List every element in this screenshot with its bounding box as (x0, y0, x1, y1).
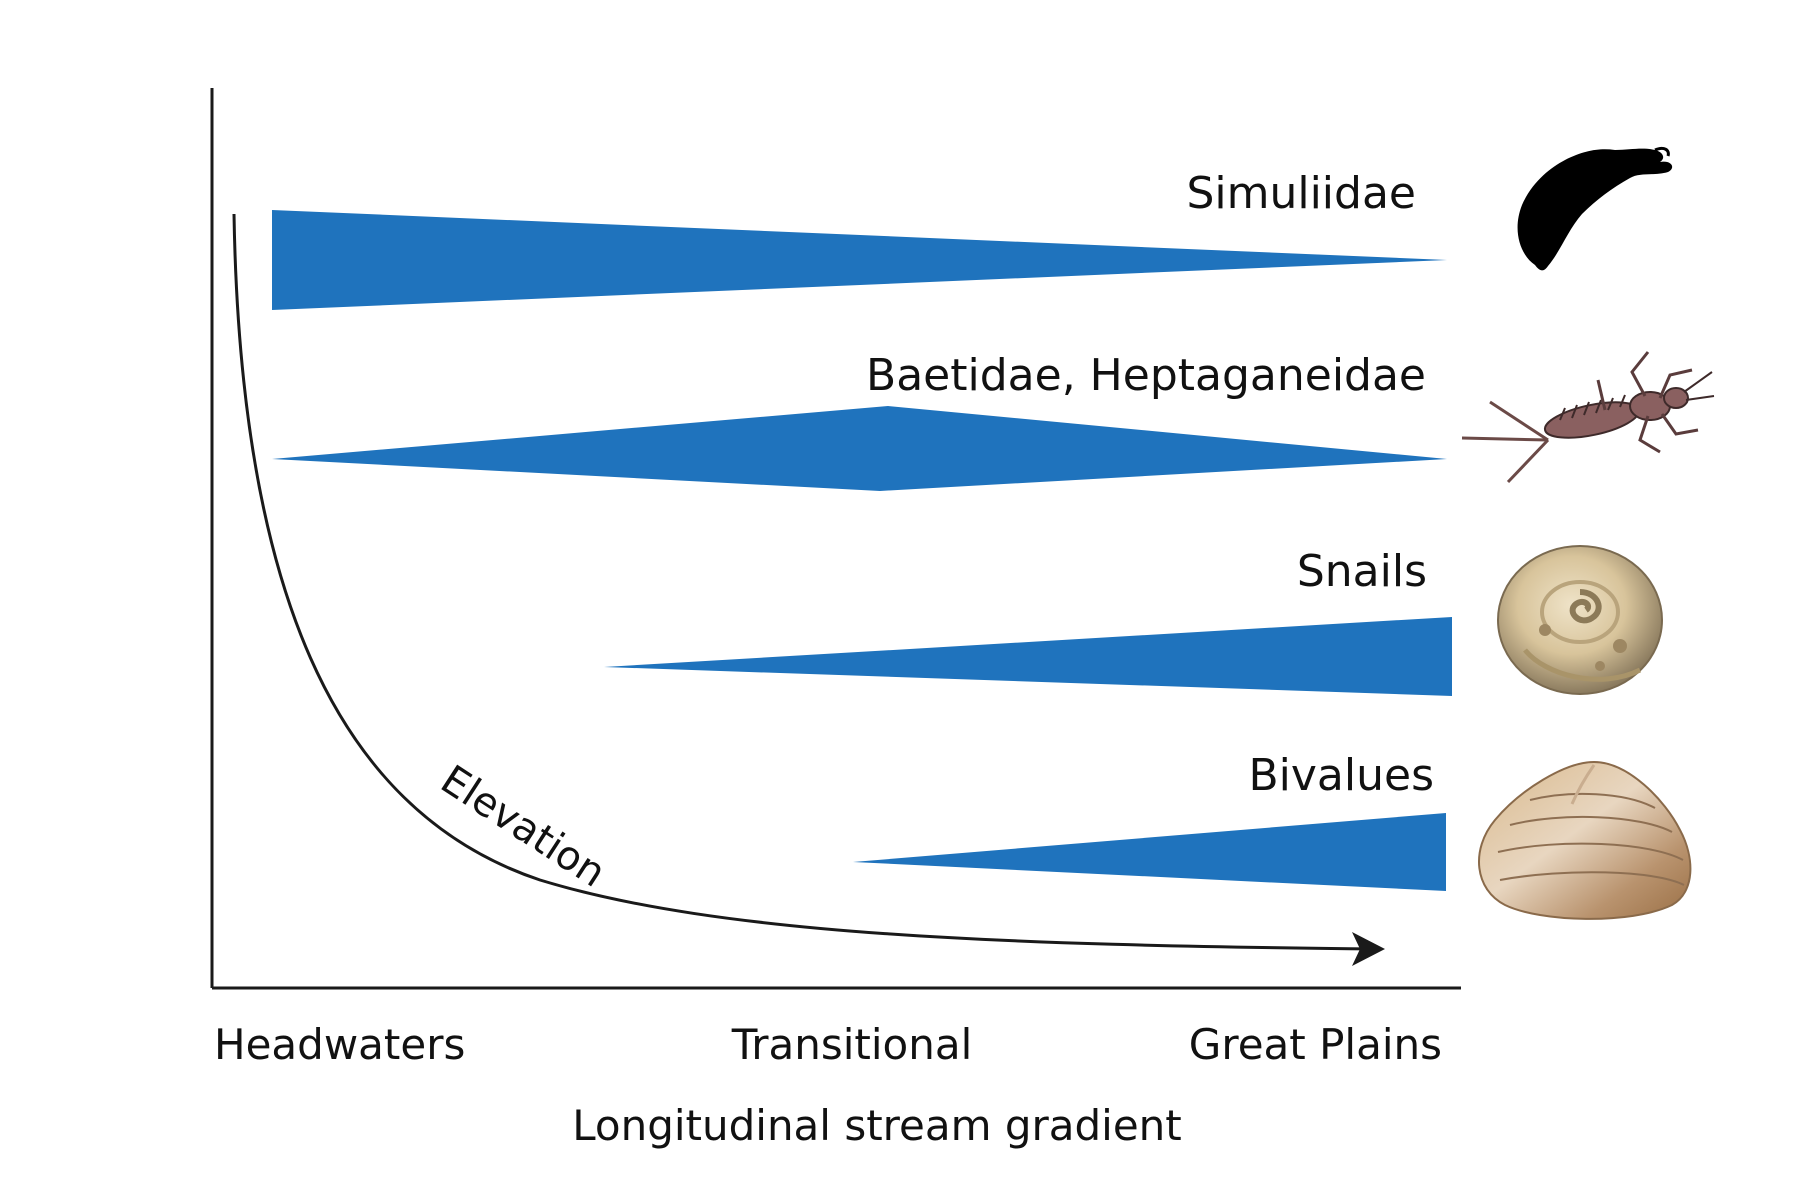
snails-band (604, 617, 1452, 696)
x-category-headwaters: Headwaters (214, 1020, 465, 1069)
clam-shell-icon (1478, 760, 1692, 920)
taxon-label-bivalues: Bivalues (1248, 750, 1434, 801)
bivalues-band (853, 813, 1446, 891)
x-category-great-plains: Great Plains (1189, 1020, 1442, 1069)
x-axis-title: Longitudinal stream gradient (572, 1101, 1182, 1150)
snail-shell-icon (1497, 545, 1663, 695)
elevation-arrow-icon (1352, 932, 1385, 966)
taxon-label-simuliidae: Simuliidae (1186, 168, 1416, 219)
simuliidae-band (272, 210, 1447, 310)
elevation-label: Elevation (433, 757, 614, 897)
baetidae-heptaganeidae-band (272, 406, 1447, 491)
black-fly-larva-icon (1517, 146, 1673, 271)
elevation-curve (232, 213, 1380, 955)
x-category-transitional: Transitional (731, 1020, 973, 1069)
taxon-label-snails: Snails (1297, 546, 1427, 597)
taxon-label-baetidae-heptaganeidae: Baetidae, Heptaganeidae (866, 350, 1426, 401)
mayfly-nymph-icon (1461, 351, 1715, 484)
